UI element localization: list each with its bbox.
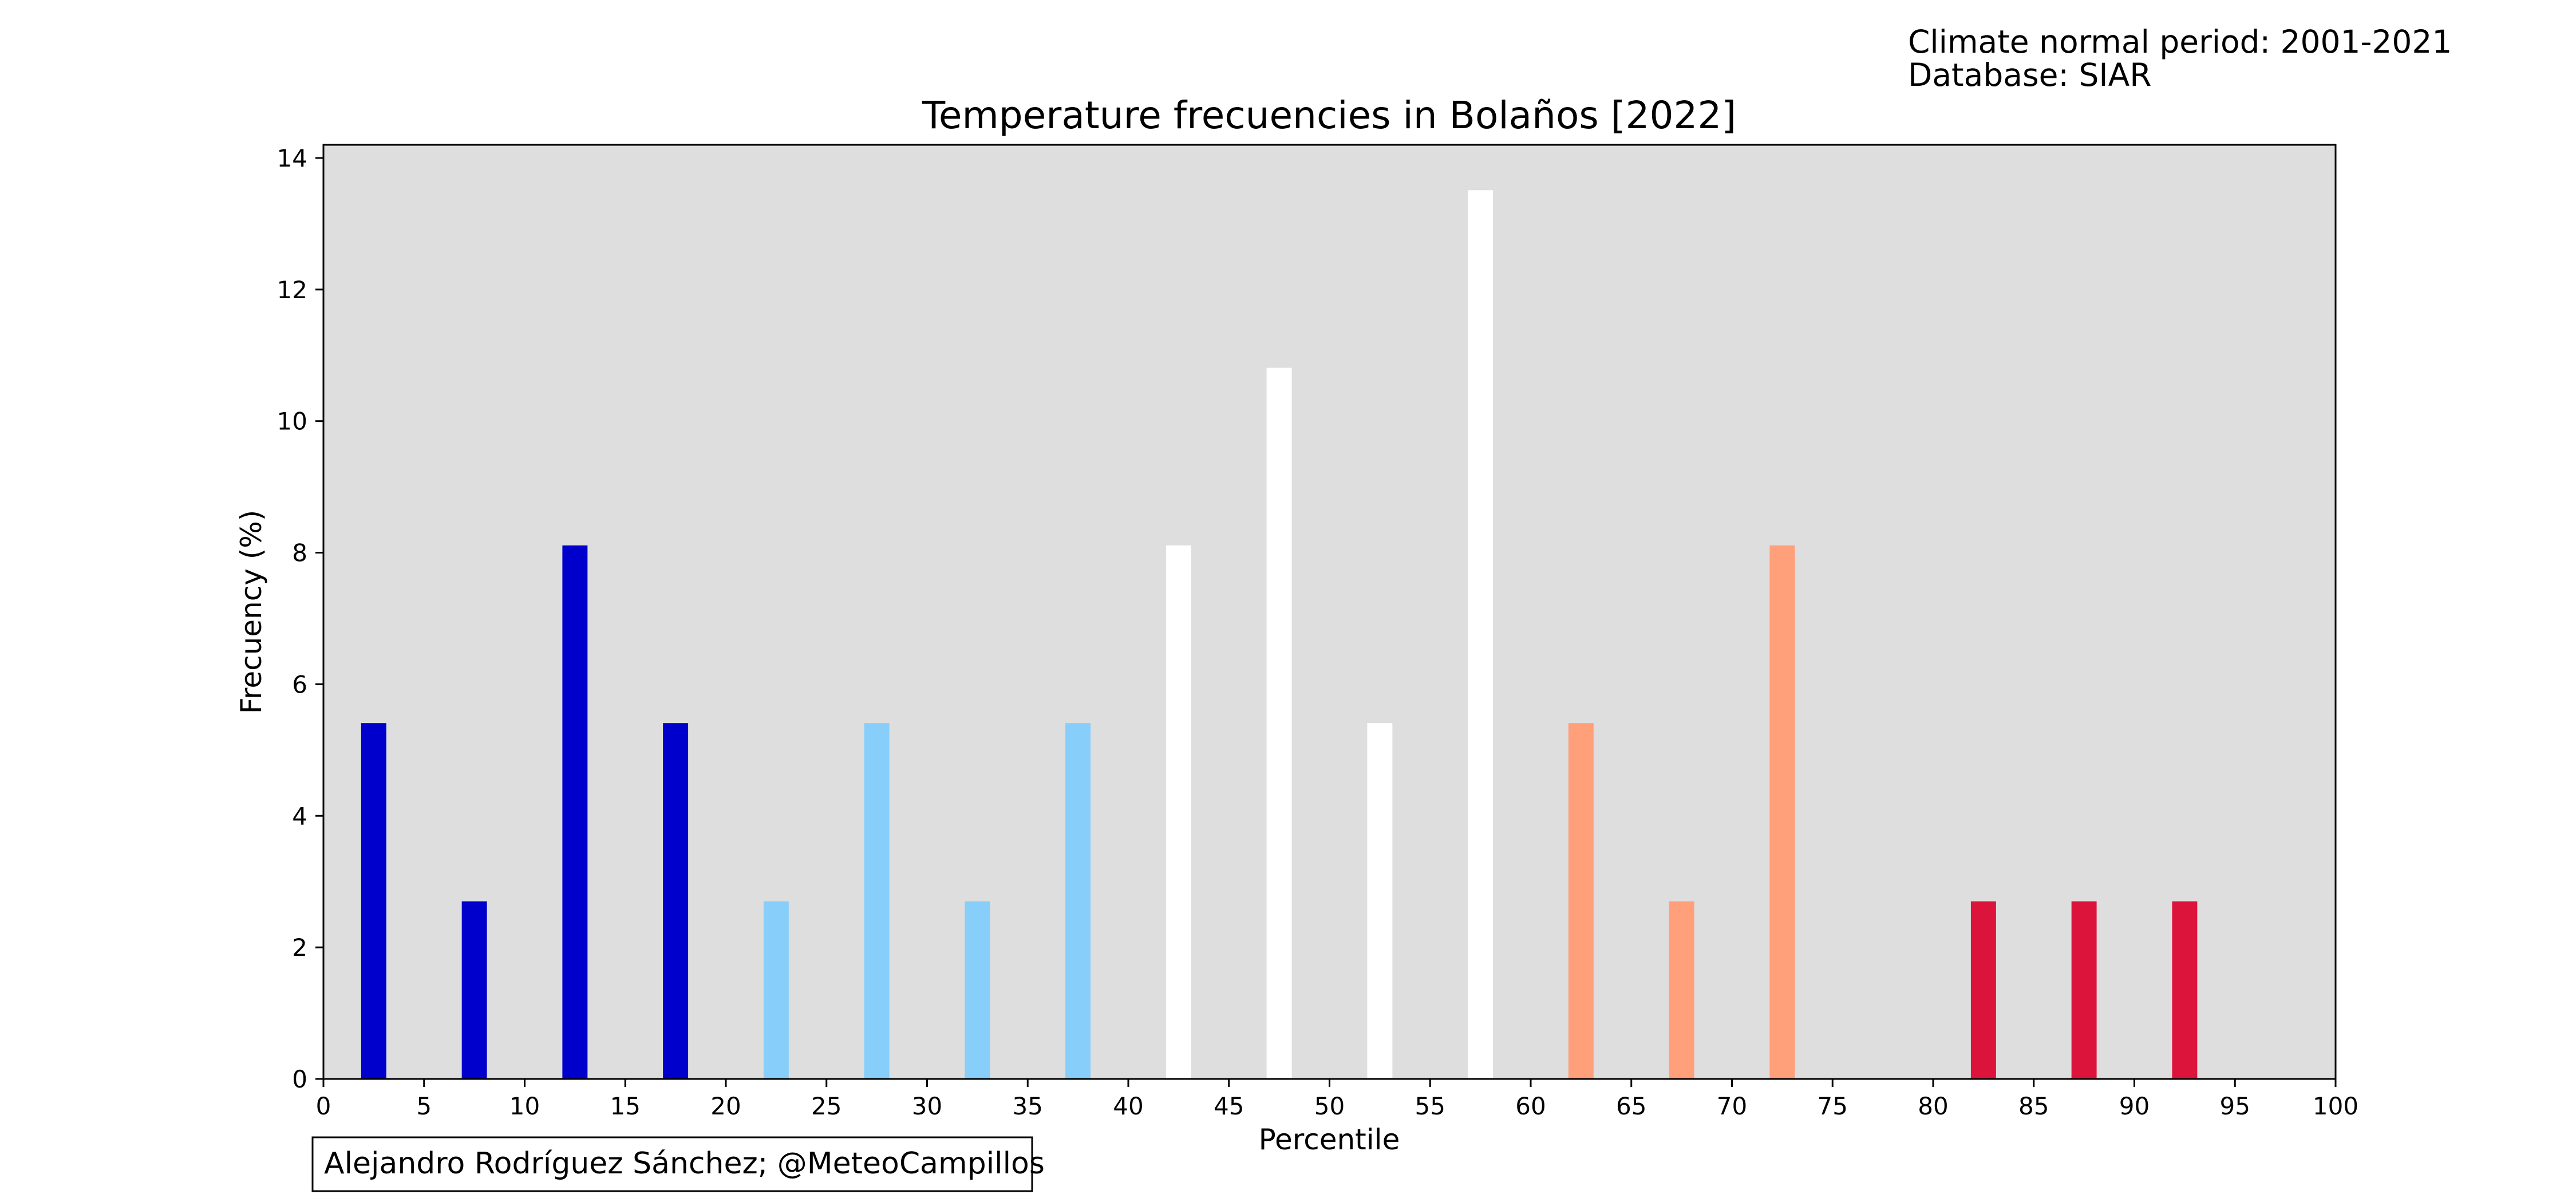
x-axis-label: Percentile	[1259, 1123, 1400, 1156]
bar-82.5	[1970, 901, 1996, 1079]
x-tick-label: 100	[2313, 1092, 2358, 1120]
x-tick-label: 85	[2018, 1092, 2049, 1120]
x-tick-label: 15	[610, 1092, 641, 1120]
x-tick-label: 25	[811, 1092, 841, 1120]
bar-27.5	[864, 723, 890, 1079]
x-tick-label: 55	[1415, 1092, 1445, 1120]
x-tick-label: 75	[1818, 1092, 1848, 1120]
bar-62.5	[1568, 723, 1594, 1079]
bar-2.5	[361, 723, 386, 1079]
bar-32.5	[965, 901, 990, 1079]
x-tick-label: 30	[912, 1092, 942, 1120]
bar-17.5	[663, 723, 689, 1079]
x-tick-label: 80	[1918, 1092, 1948, 1120]
y-tick-label: 10	[277, 408, 307, 436]
x-axis: 0 5 10 15 20 25 30 35 40 45 50 55 60 65 70 75 80 85 90 95 10…	[316, 1079, 2358, 1120]
x-tick-label: 65	[1616, 1092, 1646, 1120]
bar-22.5	[763, 901, 789, 1079]
bar-42.5	[1165, 545, 1191, 1079]
bars	[361, 190, 2198, 1080]
x-tick-label: 40	[1113, 1092, 1143, 1120]
bar-57.5	[1468, 190, 1494, 1080]
bar-87.5	[2071, 901, 2097, 1079]
database-text: Database: SIAR	[1908, 57, 2151, 93]
bar-37.5	[1065, 723, 1091, 1079]
chart-title: Temperature frecuencies in Bolaños [2022…	[922, 93, 1736, 137]
bar-12.5	[562, 545, 588, 1079]
y-axis: 0 2 4 6 8 10 12 14	[277, 144, 323, 1093]
y-tick-label: 4	[292, 802, 307, 830]
credit-box	[311, 1136, 1033, 1192]
x-tick-label: 70	[1717, 1092, 1747, 1120]
x-tick-label: 20	[710, 1092, 741, 1120]
x-tick-label: 10	[509, 1092, 540, 1120]
x-tick-label: 35	[1013, 1092, 1043, 1120]
x-tick-label: 5	[416, 1092, 432, 1120]
y-tick-label: 6	[292, 670, 307, 698]
y-tick-label: 12	[277, 276, 307, 304]
x-tick-label: 0	[316, 1092, 331, 1120]
x-tick-label: 95	[2220, 1092, 2250, 1120]
plot-area	[323, 145, 2336, 1079]
bar-72.5	[1769, 545, 1795, 1079]
x-tick-label: 50	[1314, 1092, 1345, 1120]
credit-text: Alejandro Rodríguez Sánchez; @MeteoCampi…	[324, 1146, 1045, 1181]
x-tick-label: 60	[1515, 1092, 1546, 1120]
bar-7.5	[461, 901, 487, 1079]
x-tick-label: 45	[1214, 1092, 1244, 1120]
y-tick-label: 2	[292, 934, 307, 962]
bar-92.5	[2172, 901, 2198, 1079]
bar-52.5	[1367, 723, 1393, 1079]
y-tick-label: 8	[292, 539, 307, 567]
bar-47.5	[1266, 367, 1292, 1079]
climate-period-text: Climate normal period: 2001-2021	[1908, 23, 2452, 60]
bar-67.5	[1669, 901, 1694, 1079]
y-tick-label: 14	[277, 144, 307, 172]
y-tick-label: 0	[292, 1065, 307, 1093]
x-tick-label: 90	[2119, 1092, 2150, 1120]
y-axis-label: Frecuency (%)	[235, 510, 268, 714]
